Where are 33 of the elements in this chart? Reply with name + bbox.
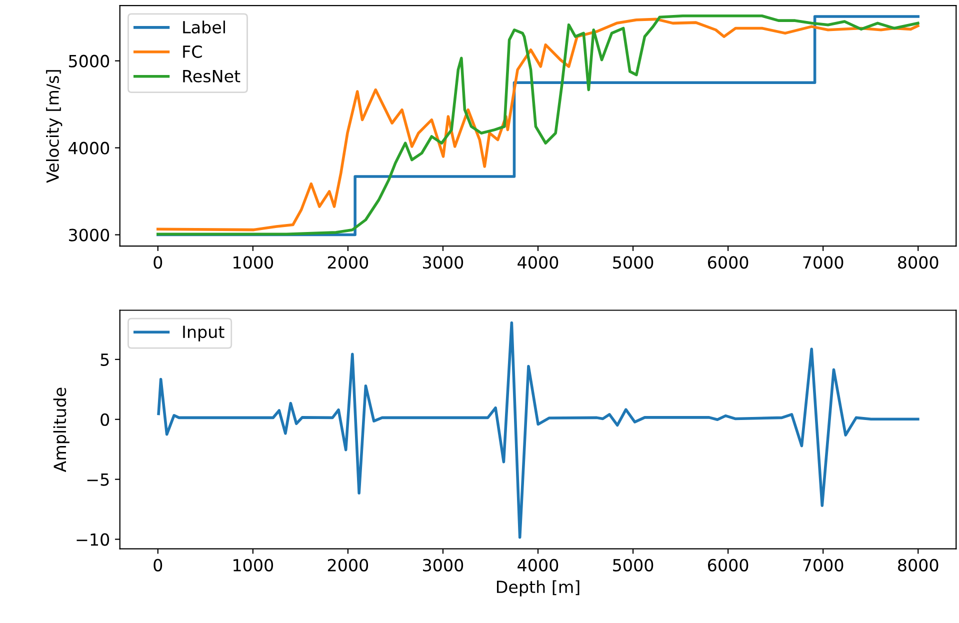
x-tick-label: 7000 (803, 558, 844, 572)
x-tick-label: 5000 (613, 256, 654, 269)
y-tick-label: 0 (100, 413, 110, 426)
x-tick-label: 1000 (234, 256, 274, 269)
y-tick-label: −5 (87, 474, 109, 486)
line-series (157, 321, 920, 539)
legend-label: Input (183, 326, 224, 342)
x-tick-label: 6000 (708, 256, 748, 269)
y-tick-label: 5000 (69, 54, 110, 68)
y-tick-label: 4000 (68, 142, 110, 154)
y-axis-title: Velocity [m/s] (46, 70, 62, 183)
x-tick-label: 6000 (708, 558, 748, 572)
y-axis-title: Amplitude (53, 388, 70, 472)
x-tick-label: 4000 (518, 256, 558, 269)
legend-label: FC (183, 45, 202, 58)
x-tick-label: 8000 (898, 558, 938, 572)
x-tick-label: 3000 (423, 558, 464, 572)
x-tick-label: 4000 (518, 558, 558, 572)
legend-label: Label (183, 20, 225, 34)
x-tick-label: 5000 (613, 558, 654, 572)
y-tick-label: 3000 (69, 228, 110, 242)
x-tick-label: 8000 (898, 256, 938, 269)
y-tick-label: −10 (76, 533, 110, 546)
y-tick-label: 5 (100, 354, 109, 366)
x-tick-label: 2000 (328, 256, 368, 269)
legend-label: ResNet (183, 70, 240, 82)
x-tick-label: 1000 (234, 558, 274, 572)
x-tick-label: 2000 (328, 558, 368, 572)
x-tick-label: 0 (154, 558, 162, 572)
x-axis-title: Depth [m] (496, 580, 580, 596)
x-tick-label: 3000 (423, 256, 464, 269)
x-tick-label: 7000 (803, 256, 844, 269)
x-tick-label: 0 (154, 256, 162, 269)
